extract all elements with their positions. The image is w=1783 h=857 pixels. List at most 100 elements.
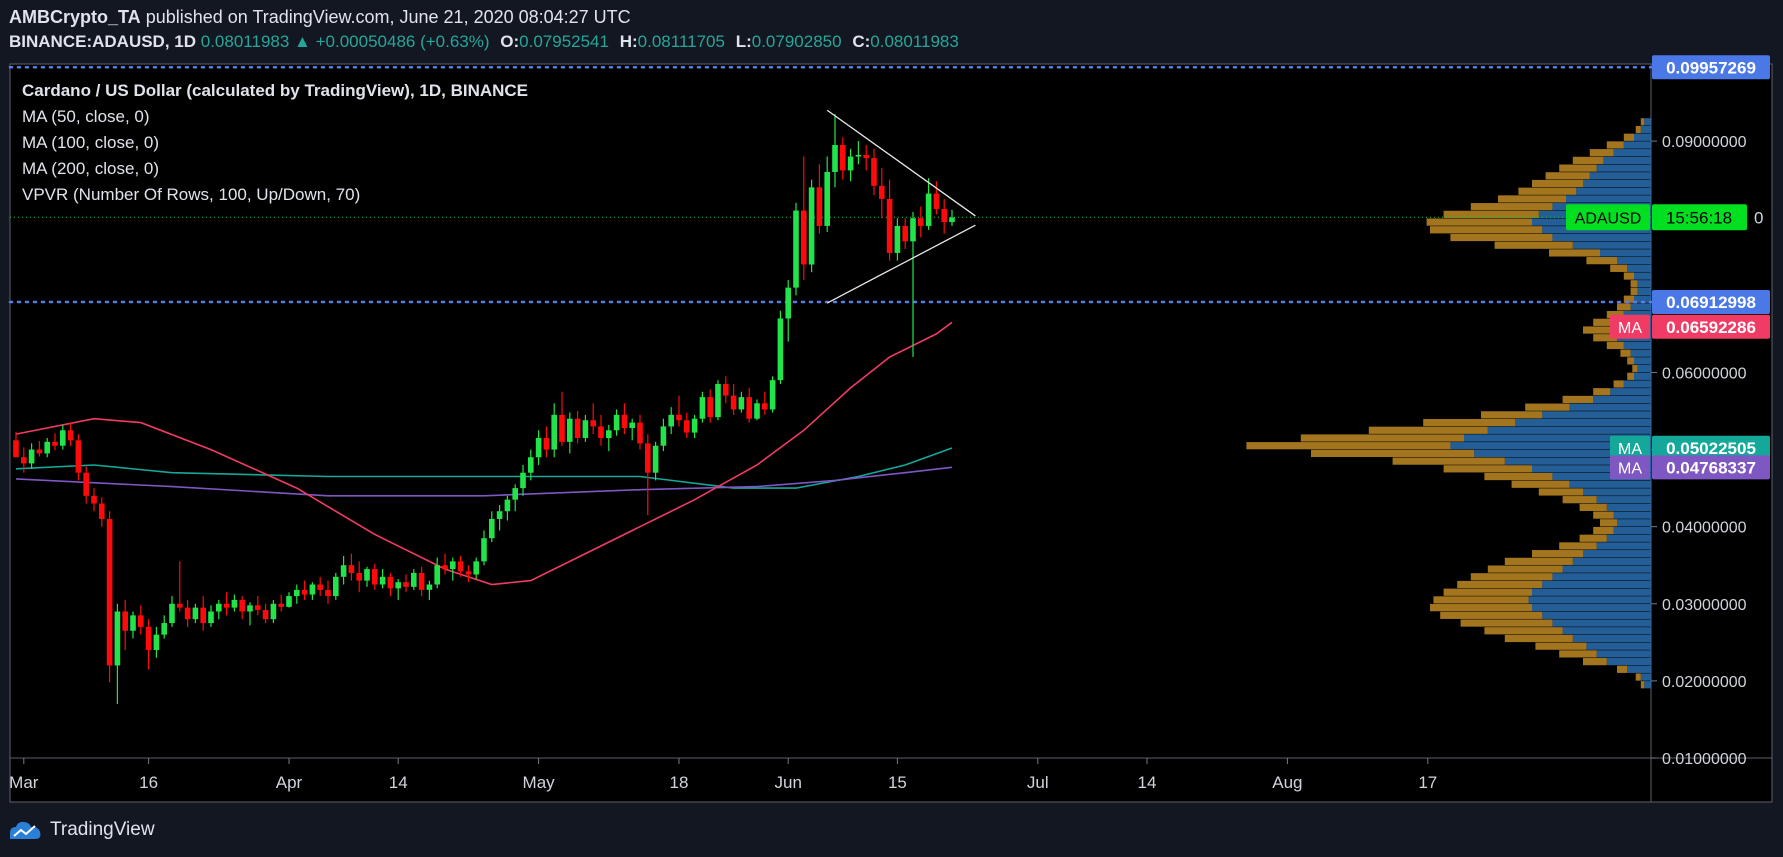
candle [122, 599, 128, 651]
candle [473, 557, 479, 580]
vp-row-down [1511, 480, 1570, 488]
candle [559, 391, 565, 446]
time-axis-area[interactable] [10, 758, 1772, 802]
candle [933, 181, 940, 215]
time-tick-label: 15 [888, 773, 907, 792]
vp-row-down [1617, 303, 1631, 311]
candle [941, 198, 947, 234]
candle [621, 403, 628, 435]
vp-row-down [1640, 118, 1645, 126]
candle-body [629, 422, 635, 428]
candle-body [746, 397, 752, 419]
publish-info: AMBCrypto_TA published on TradingView.co… [9, 6, 1769, 28]
candle [44, 437, 50, 458]
vp-row-down [1443, 465, 1532, 473]
vp-row-down [1460, 619, 1553, 627]
candle [465, 565, 472, 583]
candle-body [551, 414, 557, 450]
vp-row-down [1440, 611, 1543, 619]
candle-body [36, 449, 43, 454]
candle-body [169, 603, 175, 624]
candle-body [200, 607, 206, 624]
tradingview-logo-icon [10, 821, 41, 839]
triangle-upper-line [826, 109, 976, 217]
author-name[interactable]: AMBCrypto_TA [9, 7, 141, 27]
candle [255, 596, 261, 616]
published-text: published on TradingView.com, June 21, 2… [145, 7, 631, 27]
candle [99, 497, 105, 527]
vp-row-down [1562, 395, 1594, 404]
candle [707, 389, 713, 423]
candle [769, 376, 776, 413]
candle [582, 414, 589, 442]
ma100-price: 0.05022505 [1666, 439, 1756, 458]
candle-body [434, 565, 440, 585]
vp-row-down [1593, 511, 1614, 519]
candle [403, 574, 409, 593]
legend-ma50[interactable]: MA (50, close, 0) [22, 107, 150, 126]
vp-row-down [1426, 218, 1532, 226]
candle-body [925, 193, 932, 226]
vp-row-down [1562, 496, 1597, 504]
tradingview-footer[interactable]: TradingView [8, 816, 155, 844]
candle [114, 603, 121, 705]
candle [21, 447, 27, 473]
vp-row-down [1368, 426, 1488, 434]
candle-body [208, 611, 214, 624]
legend-vpvr[interactable]: VPVR (Number Of Rows, 100, Up/Down, 70) [22, 185, 360, 204]
legend-ma200[interactable]: MA (200, close, 0) [22, 159, 159, 178]
vp-row-up [1542, 580, 1651, 589]
vp-row-up [1532, 588, 1651, 596]
candle [894, 218, 901, 261]
candle-body [668, 414, 674, 427]
ma100-line [15, 447, 953, 489]
candle-body [801, 210, 807, 265]
vp-row-down [1545, 172, 1590, 180]
vp-row-down [1538, 488, 1583, 496]
vp-row-down [1392, 457, 1505, 465]
candle [871, 148, 877, 196]
vp-row-up [1600, 249, 1651, 257]
candle-body [855, 154, 862, 157]
vp-row-up [1586, 642, 1651, 650]
candle-body [754, 403, 760, 419]
candle-body [762, 403, 768, 410]
plot-area[interactable] [10, 64, 1651, 758]
legend-title[interactable]: Cardano / US Dollar (calculated by Tradi… [22, 81, 528, 100]
candle-body [301, 589, 308, 595]
candle [504, 495, 511, 521]
vp-row-up [1596, 496, 1651, 504]
vp-row-down [1423, 418, 1515, 427]
candle-body [44, 441, 50, 454]
candle-body [559, 414, 565, 442]
candle [528, 449, 534, 481]
candle-body [356, 572, 362, 581]
vp-row-down [1606, 341, 1624, 350]
legend-ma100[interactable]: MA (100, close, 0) [22, 133, 159, 152]
time-tick-label: 14 [1138, 773, 1157, 792]
price-axis-area[interactable] [1651, 64, 1772, 758]
vp-row-up [1528, 596, 1651, 604]
candle-body [450, 561, 456, 570]
candle [832, 114, 838, 188]
candle-body [933, 193, 940, 209]
vp-row-up [1637, 287, 1651, 296]
candle [450, 557, 456, 581]
vp-row-up [1637, 364, 1651, 373]
candle-body [465, 571, 472, 575]
candle [411, 569, 417, 590]
candle-body [847, 156, 854, 171]
moving-averages [15, 321, 953, 586]
candle-body [457, 561, 464, 572]
candle-body [676, 414, 682, 421]
vp-row-down [1583, 326, 1614, 334]
vp-row-up [1576, 187, 1651, 195]
vp-row-down [1620, 349, 1631, 357]
vp-row-up [1630, 349, 1651, 357]
vp-row-up [1627, 264, 1651, 272]
candle-body [278, 603, 284, 607]
candle [489, 511, 495, 543]
candle [949, 209, 955, 226]
candle [372, 563, 378, 590]
